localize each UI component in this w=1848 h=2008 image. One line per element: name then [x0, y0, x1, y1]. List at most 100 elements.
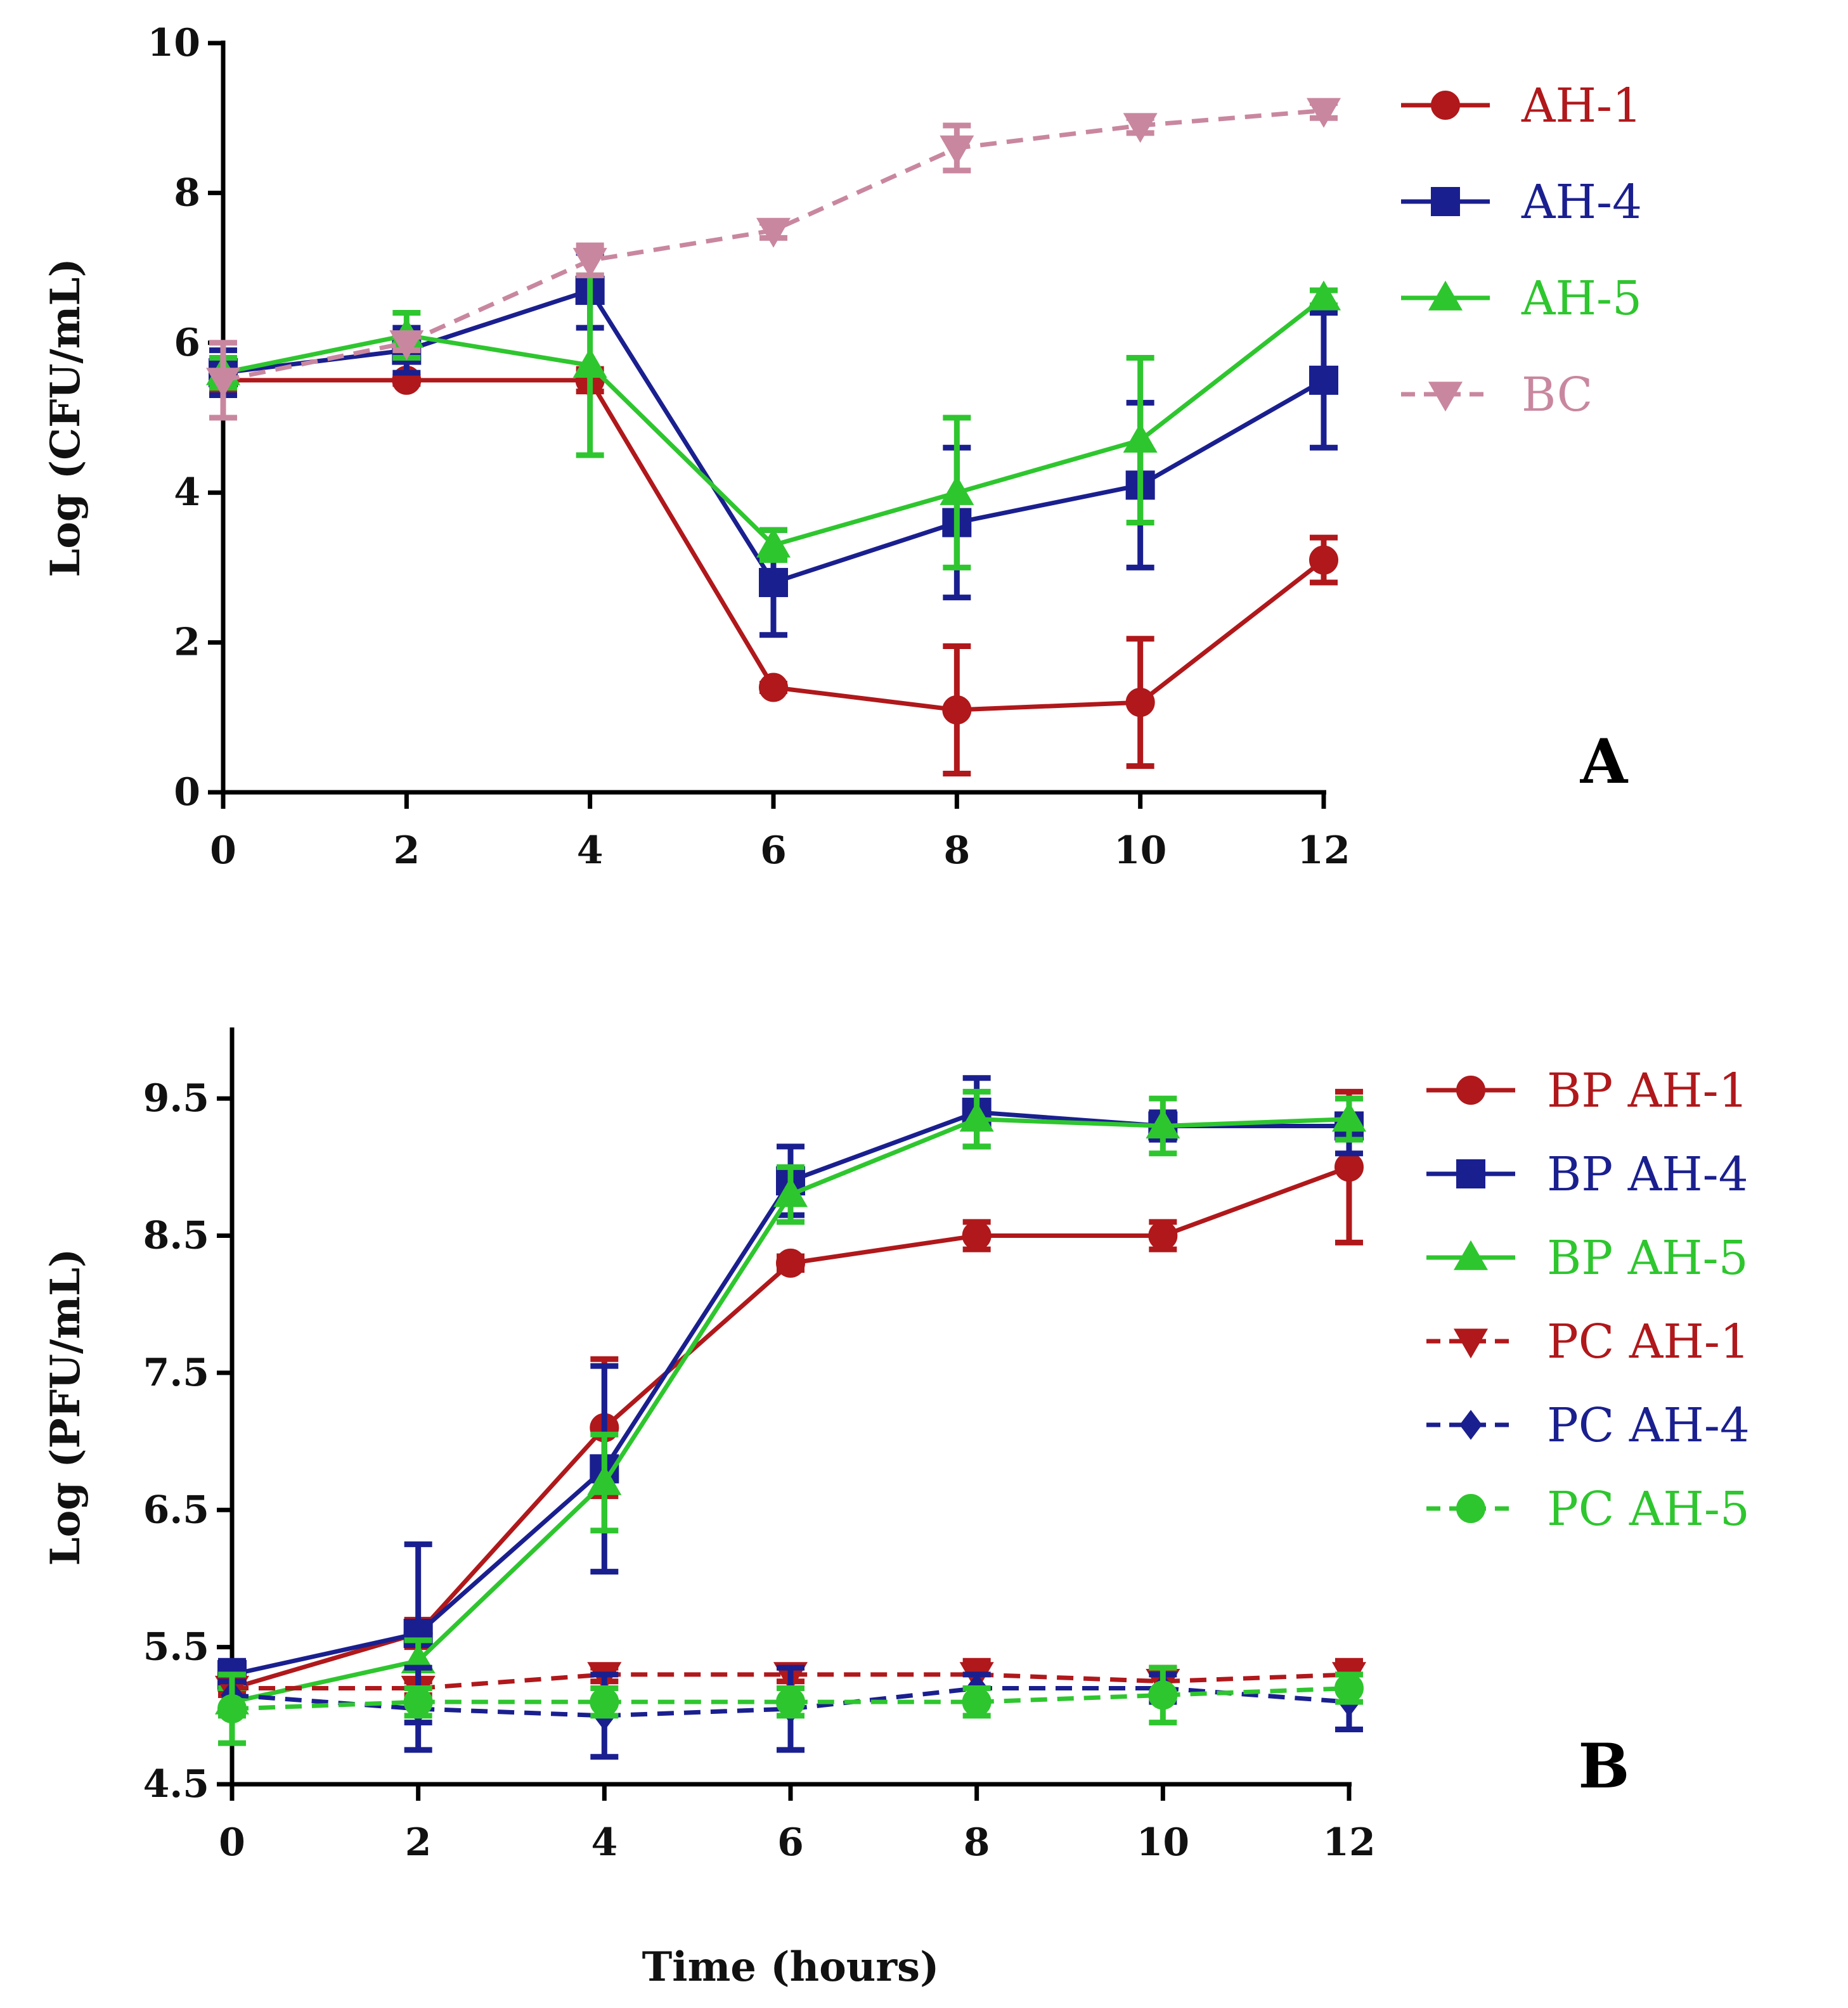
x-axis-title: Time (hours) — [642, 1943, 940, 1991]
legend-marker — [1453, 1329, 1489, 1359]
series-bp-ah-5 — [214, 1088, 1367, 1719]
legend-marker — [1431, 91, 1460, 120]
legend-label: AH-4 — [1521, 175, 1642, 229]
series-bc — [205, 98, 1341, 421]
legend-label: BP AH-1 — [1547, 1064, 1748, 1118]
legend-marker — [1428, 280, 1463, 311]
legend-marker — [1428, 382, 1463, 412]
data-point — [1309, 545, 1338, 575]
legend-label: AH-5 — [1521, 271, 1642, 326]
data-point — [940, 475, 974, 505]
x-tick-label: 0 — [210, 828, 236, 873]
data-point — [962, 1687, 992, 1717]
x-tick-label: 8 — [943, 828, 970, 873]
legend-marker — [1459, 1410, 1482, 1440]
legend-label: BC — [1522, 368, 1593, 422]
panel-letter: A — [1580, 726, 1629, 797]
data-point — [756, 217, 791, 248]
legend-entry: PC AH-4 — [1426, 1398, 1750, 1453]
series-pc-ah-5 — [217, 1664, 1364, 1746]
series-ah-4 — [209, 250, 1338, 638]
legend-entry: AH-5 — [1401, 271, 1642, 326]
legend-marker — [1453, 1240, 1489, 1270]
data-point — [942, 695, 972, 724]
data-point — [962, 1221, 992, 1251]
data-point — [587, 1465, 622, 1495]
x-tick-label: 4 — [577, 828, 604, 873]
data-point — [572, 248, 607, 278]
series-line — [223, 296, 1326, 548]
y-tick-label: 0 — [174, 770, 200, 814]
data-point — [590, 1687, 619, 1717]
data-point — [572, 347, 607, 378]
data-point — [776, 1248, 805, 1278]
x-tick-label: 12 — [1322, 1820, 1376, 1865]
y-tick-label: 10 — [148, 21, 201, 65]
data-point — [403, 1687, 433, 1717]
legend-entry: BC — [1401, 368, 1593, 422]
y-axis-title: Log (CFU/mL) — [42, 258, 89, 577]
x-tick-label: 12 — [1297, 828, 1350, 873]
x-tick-label: 2 — [393, 828, 420, 873]
x-tick-label: 4 — [591, 1820, 617, 1865]
y-tick-label: 6 — [174, 321, 200, 365]
y-tick-label: 6.5 — [143, 1488, 209, 1532]
x-tick-label: 8 — [964, 1820, 990, 1865]
data-point — [1123, 423, 1158, 453]
legend-entry: BP AH-4 — [1426, 1147, 1748, 1202]
legend-label: PC AH-4 — [1547, 1398, 1750, 1453]
data-point — [1309, 365, 1338, 395]
legend-marker — [1431, 187, 1460, 216]
data-point — [759, 673, 788, 702]
panel-b: 4.5 5.5 6.5 7.5 8.5 9.5 0 2 4 6 8 10 12 Log (PFU/mL) T… — [42, 1027, 1750, 1991]
legend-marker — [1456, 1494, 1485, 1523]
legend-entry: AH-4 — [1401, 175, 1642, 229]
panel-a: 0 2 4 6 8 10 0 2 4 6 8 10 12 Log (CFU/mL) A AH-1 AH-4 AH-… — [42, 21, 1642, 873]
legend-entry: PC AH-5 — [1426, 1482, 1750, 1536]
y-tick-label: 8.5 — [143, 1214, 209, 1258]
legend-label: PC AH-1 — [1547, 1315, 1750, 1369]
legend-label: PC AH-5 — [1547, 1482, 1750, 1536]
data-point — [773, 1177, 808, 1207]
legend-label: BP AH-4 — [1547, 1147, 1748, 1202]
data-point — [759, 568, 788, 598]
y-tick-label: 8 — [174, 171, 200, 215]
data-point — [1306, 280, 1341, 311]
y-tick-label: 5.5 — [143, 1625, 209, 1670]
x-tick-label: 0 — [219, 1820, 245, 1865]
data-point — [1125, 688, 1155, 718]
x-tick-label: 6 — [777, 1820, 804, 1865]
data-point — [217, 1694, 247, 1723]
legend-marker — [1456, 1159, 1485, 1188]
legend-label: BP AH-5 — [1547, 1231, 1748, 1285]
legend-entry: AH-1 — [1401, 79, 1642, 133]
data-point — [1123, 113, 1158, 143]
y-tick-label: 9.5 — [143, 1076, 209, 1121]
legend-entry: PC AH-1 — [1426, 1315, 1750, 1369]
data-point — [1148, 1680, 1178, 1710]
y-tick-label: 4 — [174, 470, 200, 515]
x-tick-label: 10 — [1137, 1820, 1190, 1865]
data-point — [776, 1687, 805, 1717]
data-point — [756, 527, 791, 558]
legend-entry: BP AH-5 — [1426, 1231, 1748, 1285]
y-tick-label: 2 — [174, 621, 200, 665]
x-tick-label: 6 — [760, 828, 787, 873]
series-ah-5 — [205, 272, 1341, 570]
legend-marker — [1456, 1076, 1485, 1105]
legend-entry: BP AH-1 — [1426, 1064, 1748, 1118]
x-tick-label: 10 — [1114, 828, 1167, 873]
data-point — [389, 330, 424, 361]
legend-label: AH-1 — [1521, 79, 1642, 133]
data-point — [1331, 1102, 1367, 1132]
panel-letter: B — [1578, 1730, 1629, 1802]
series-line — [231, 1165, 1350, 1690]
x-tick-label: 2 — [405, 1820, 432, 1865]
data-point — [1334, 1673, 1364, 1703]
data-point — [1334, 1152, 1364, 1182]
data-point — [1146, 1109, 1180, 1139]
data-point — [205, 368, 241, 398]
data-point — [940, 135, 974, 165]
y-tick-label: 7.5 — [143, 1351, 209, 1395]
